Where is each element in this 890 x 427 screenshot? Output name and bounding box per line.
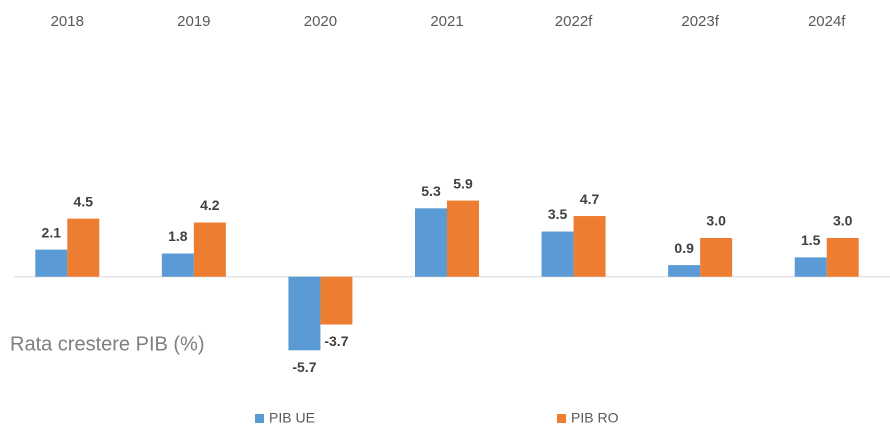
data-label: -5.7 (292, 359, 316, 375)
data-label: 4.2 (200, 197, 220, 213)
x-tick-label: 2018 (51, 13, 84, 30)
x-tick-label: 2019 (177, 13, 210, 30)
bar (573, 216, 606, 277)
data-label: 1.8 (168, 228, 188, 244)
data-label: 2.1 (42, 224, 62, 240)
data-label: 5.3 (421, 183, 441, 199)
x-tick-label: 2021 (430, 13, 463, 30)
data-label: 1.5 (801, 232, 821, 248)
x-tick-label: 2024f (808, 13, 846, 30)
legend-swatch (557, 414, 566, 423)
x-tick-label: 2020 (304, 13, 337, 30)
bar (541, 231, 574, 277)
bar (826, 238, 859, 277)
bar (67, 218, 100, 277)
bar (415, 208, 447, 277)
data-label: 4.5 (74, 193, 94, 209)
bar (320, 276, 353, 325)
data-label: 3.0 (833, 213, 853, 229)
bar (193, 222, 226, 277)
x-tick-label: 2023f (681, 13, 719, 30)
bar (288, 276, 321, 351)
legend-swatch (255, 414, 264, 423)
data-label: 5.9 (453, 175, 473, 191)
bar (794, 257, 827, 277)
data-label: -3.7 (324, 333, 348, 349)
data-label: 3.5 (548, 206, 568, 222)
bar (447, 200, 479, 277)
x-tick-label: 2022f (555, 13, 593, 30)
legend-label: PIB RO (571, 410, 619, 426)
data-label: 0.9 (674, 240, 694, 256)
legend-label: PIB UE (269, 410, 315, 426)
bar (700, 238, 733, 277)
bar (35, 249, 68, 277)
chart-title: Rata crestere PIB (%) (10, 333, 205, 355)
data-label: 4.7 (580, 191, 600, 207)
data-label: 3.0 (706, 213, 726, 229)
bar (161, 253, 194, 277)
bar (668, 265, 701, 277)
